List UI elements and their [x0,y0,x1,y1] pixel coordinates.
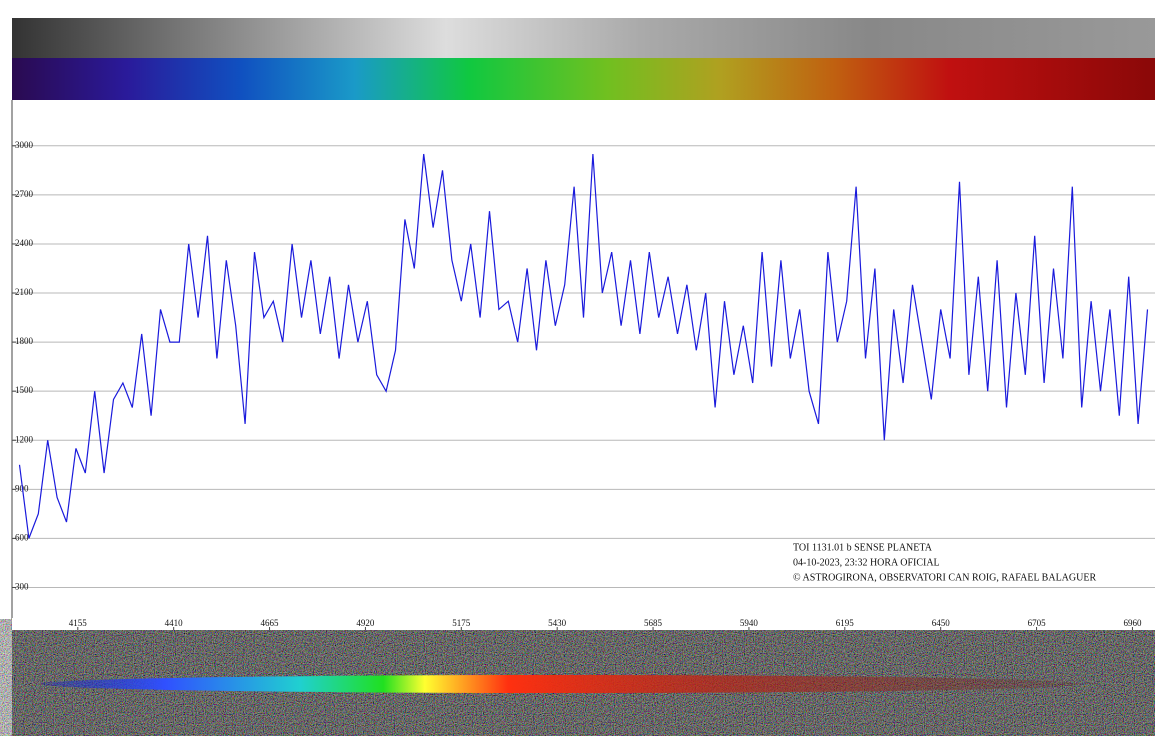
annotation: © ASTROGIRONA, OBSERVATORI CAN ROIG, RAF… [793,572,1096,583]
x-tick-label: 5940 [740,618,759,628]
x-tick-label: 6960 [1123,618,1142,628]
x-tick-label: 4410 [165,618,184,628]
x-label-band [12,618,1155,630]
y-tick-label: 2700 [15,189,34,199]
y-tick-label: 1500 [15,385,34,395]
x-tick-label: 5175 [452,618,471,628]
x-tick-label: 6705 [1028,618,1047,628]
y-tick-label: 1200 [15,434,34,444]
x-tick-label: 5430 [548,618,567,628]
annotation: 04-10-2023, 23:32 HORA OFICIAL [793,557,940,568]
spectrum-line [18,153,1149,539]
x-tick-label: 4665 [261,618,280,628]
y-tick-label: 600 [15,532,29,542]
x-tick-label: 5685 [644,618,663,628]
x-tick-label: 6195 [836,618,855,628]
annotation: TOI 1131.01 b SENSE PLANETA [793,542,933,553]
x-tick-label: 4155 [69,618,88,628]
y-tick-label: 300 [15,582,29,592]
x-tick-label: 6450 [932,618,951,628]
y-tick-label: 2100 [15,287,34,297]
plot-area [12,100,1155,630]
y-tick-label: 3000 [15,140,34,150]
y-tick-label: 2400 [15,238,34,248]
spectrum-streak [40,675,1080,693]
grayscale-spectrum [12,18,1155,58]
y-tick-label: 1800 [15,336,34,346]
color-spectrum [12,58,1155,100]
x-tick-label: 4920 [356,618,375,628]
